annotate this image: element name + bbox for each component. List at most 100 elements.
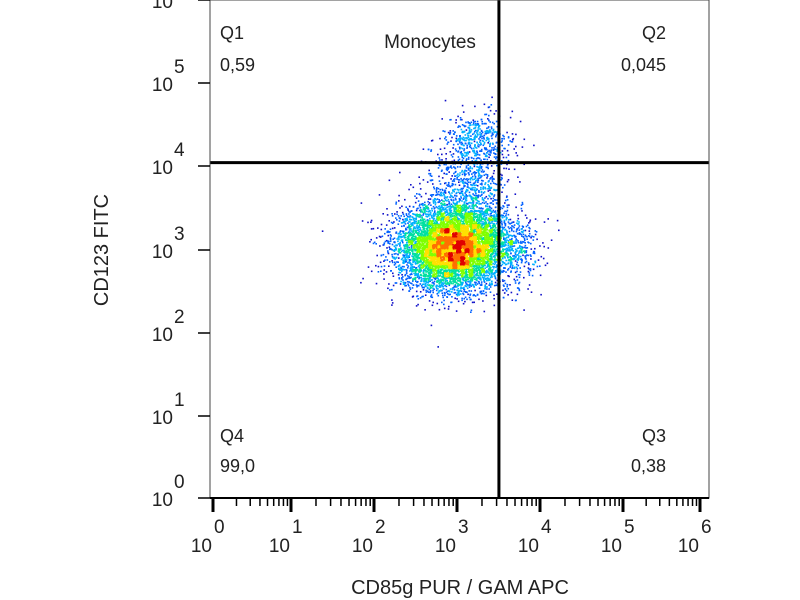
event-dot — [466, 182, 468, 185]
event-dot — [493, 244, 496, 247]
event-dot — [461, 156, 464, 159]
event-dot — [409, 216, 412, 218]
event-dot — [410, 232, 413, 235]
event-dot — [419, 214, 421, 217]
event-dot — [486, 264, 489, 266]
event-dot — [461, 188, 463, 190]
event-dot — [384, 259, 386, 261]
event-dot — [523, 241, 525, 243]
event-dot — [556, 219, 559, 222]
event-dot — [418, 256, 421, 259]
event-dot — [489, 109, 492, 112]
event-dot — [412, 228, 415, 230]
event-dot — [511, 249, 513, 251]
event-dot — [437, 271, 439, 273]
event-dot — [445, 288, 448, 291]
event-dot — [469, 221, 472, 224]
event-dot — [465, 279, 468, 282]
event-dot — [437, 205, 440, 208]
event-dot — [473, 231, 475, 234]
event-dot — [454, 175, 456, 177]
event-dot — [470, 278, 473, 281]
event-dot — [504, 224, 507, 227]
event-dot — [474, 172, 477, 174]
event-dot — [452, 279, 455, 282]
event-dot — [391, 213, 393, 215]
event-dot — [474, 187, 476, 189]
event-dot — [417, 220, 420, 222]
event-dot — [508, 250, 510, 252]
event-dot — [487, 150, 489, 153]
event-dot — [510, 222, 513, 224]
event-dot — [474, 274, 476, 276]
event-dot — [405, 272, 408, 275]
event-dot — [550, 239, 553, 241]
event-dot — [432, 202, 435, 204]
event-dot — [403, 254, 406, 257]
event-dot — [407, 284, 410, 287]
event-dot — [421, 211, 423, 213]
event-dot — [455, 274, 458, 276]
event-dot — [423, 223, 426, 225]
event-dot — [488, 149, 490, 152]
event-dot — [491, 175, 494, 178]
event-dot — [459, 139, 461, 142]
event-dot — [458, 280, 460, 282]
event-dot — [509, 266, 511, 268]
event-dot — [446, 290, 449, 293]
event-dot — [415, 262, 418, 265]
event-dot — [519, 247, 522, 250]
event-dot — [397, 274, 400, 276]
event-dot — [465, 195, 467, 197]
event-dot — [457, 271, 460, 273]
event-dot — [454, 183, 457, 186]
event-dot — [505, 236, 508, 239]
event-dot — [490, 241, 492, 244]
event-dot — [467, 158, 470, 160]
event-dot — [476, 214, 479, 216]
event-dot — [470, 130, 472, 133]
event-dot — [483, 223, 485, 225]
event-dot — [477, 219, 479, 222]
event-dot — [483, 134, 486, 137]
event-dot — [451, 136, 453, 139]
event-dot — [469, 167, 471, 170]
event-dot — [396, 211, 398, 213]
event-dot — [377, 271, 380, 273]
event-dot — [530, 258, 532, 260]
event-dot — [470, 213, 473, 215]
event-dot — [388, 240, 390, 243]
event-dot — [481, 169, 484, 171]
event-dot — [523, 309, 525, 311]
event-dot — [488, 260, 490, 262]
event-dot — [493, 274, 496, 276]
event-dot — [439, 137, 441, 140]
event-dot — [492, 246, 494, 249]
event-dot — [424, 274, 426, 277]
event-dot — [511, 110, 514, 113]
event-dot — [393, 264, 396, 266]
event-dot — [443, 291, 446, 294]
event-dot — [411, 263, 414, 266]
event-dot — [484, 277, 487, 280]
event-dot — [455, 208, 458, 210]
event-dot — [530, 255, 532, 257]
event-dot — [408, 227, 411, 230]
event-dot — [474, 197, 477, 199]
event-dot — [434, 265, 437, 268]
event-dot — [450, 209, 453, 212]
event-dot — [532, 263, 534, 266]
event-dot — [444, 190, 446, 192]
event-dot — [393, 237, 396, 240]
event-dot — [504, 263, 507, 266]
event-dot — [489, 213, 492, 215]
event-dot — [476, 220, 478, 223]
event-dot — [457, 280, 459, 282]
event-dot — [404, 245, 407, 247]
event-dot — [444, 196, 447, 198]
event-dot — [495, 245, 498, 248]
event-dot — [437, 280, 440, 282]
event-dot — [446, 184, 448, 186]
event-dot — [523, 246, 526, 249]
event-dot — [442, 213, 444, 216]
